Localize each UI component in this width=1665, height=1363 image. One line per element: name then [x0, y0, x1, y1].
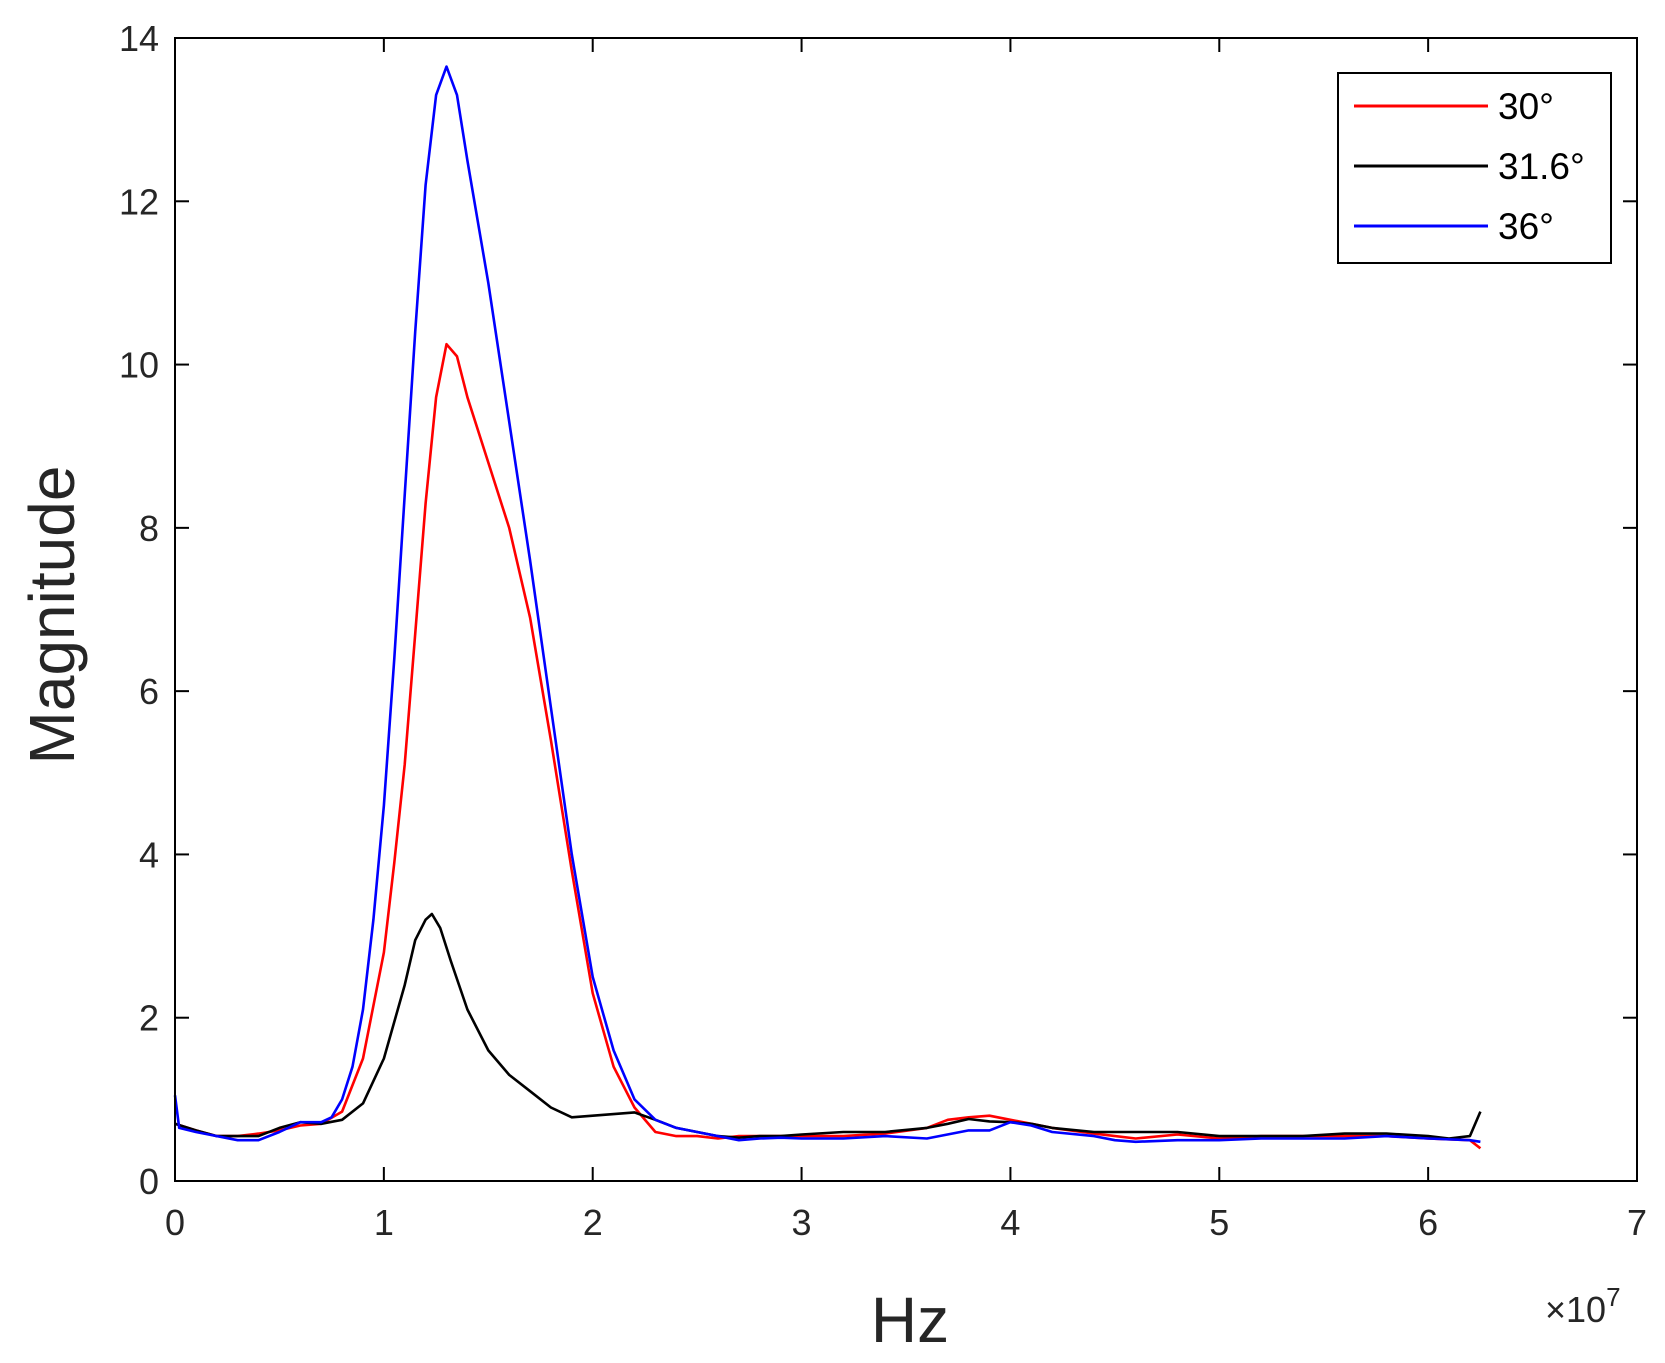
y-tick-label: 0: [139, 1161, 159, 1202]
legend-label-3: 36°: [1498, 206, 1554, 247]
x-axis-exponent-power: 7: [1606, 1282, 1620, 1312]
x-tick-label: 7: [1627, 1202, 1647, 1243]
y-tick-label: 14: [119, 18, 159, 59]
y-tick-label: 2: [139, 998, 159, 1039]
legend: 30° 31.6° 36°: [1337, 72, 1612, 264]
y-tick-label: 6: [139, 671, 159, 712]
x-tick-label: 2: [583, 1202, 603, 1243]
series-layer: [173, 65, 1482, 1150]
x-tick-label: 4: [1000, 1202, 1020, 1243]
x-tick-label: 5: [1209, 1202, 1229, 1243]
x-axis-exponent-base: ×10: [1545, 1289, 1606, 1330]
x-axis-exponent: ×107: [1545, 1282, 1621, 1330]
series-line-1: [174, 342, 1482, 1150]
x-tick-label: 0: [165, 1202, 185, 1243]
legend-label-1: 30°: [1498, 86, 1554, 127]
y-tick-label: 4: [139, 834, 159, 875]
x-tick-label: 1: [374, 1202, 394, 1243]
series-line-3: [173, 65, 1481, 1144]
x-tick-label: 6: [1418, 1202, 1438, 1243]
y-tick-label: 8: [139, 508, 159, 549]
y-axis-title: Magnitude: [16, 466, 88, 765]
x-axis-title: Hz: [871, 1284, 949, 1356]
y-tick-label: 10: [119, 345, 159, 386]
plot-area-frame: [174, 37, 1638, 1182]
y-tick-label: 12: [119, 181, 159, 222]
x-tick-label: 3: [792, 1202, 812, 1243]
legend-label-2: 31.6°: [1498, 146, 1585, 187]
